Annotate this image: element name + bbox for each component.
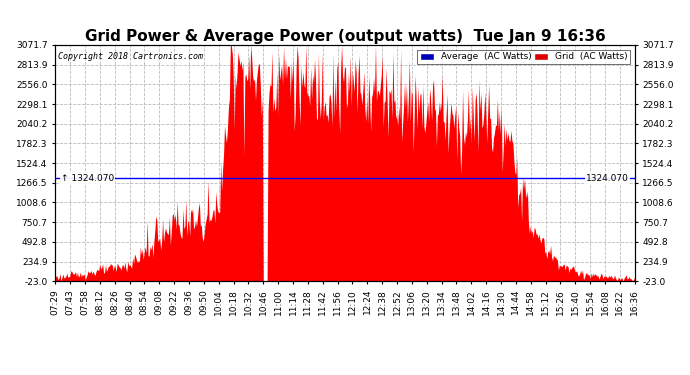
Title: Grid Power & Average Power (output watts)  Tue Jan 9 16:36: Grid Power & Average Power (output watts…: [85, 29, 605, 44]
Text: ↑ 1324.070: ↑ 1324.070: [61, 174, 115, 183]
Text: 1324.070: 1324.070: [586, 174, 629, 183]
Text: Copyright 2018 Cartronics.com: Copyright 2018 Cartronics.com: [58, 52, 203, 61]
Legend: Average  (AC Watts), Grid  (AC Watts): Average (AC Watts), Grid (AC Watts): [417, 50, 630, 64]
